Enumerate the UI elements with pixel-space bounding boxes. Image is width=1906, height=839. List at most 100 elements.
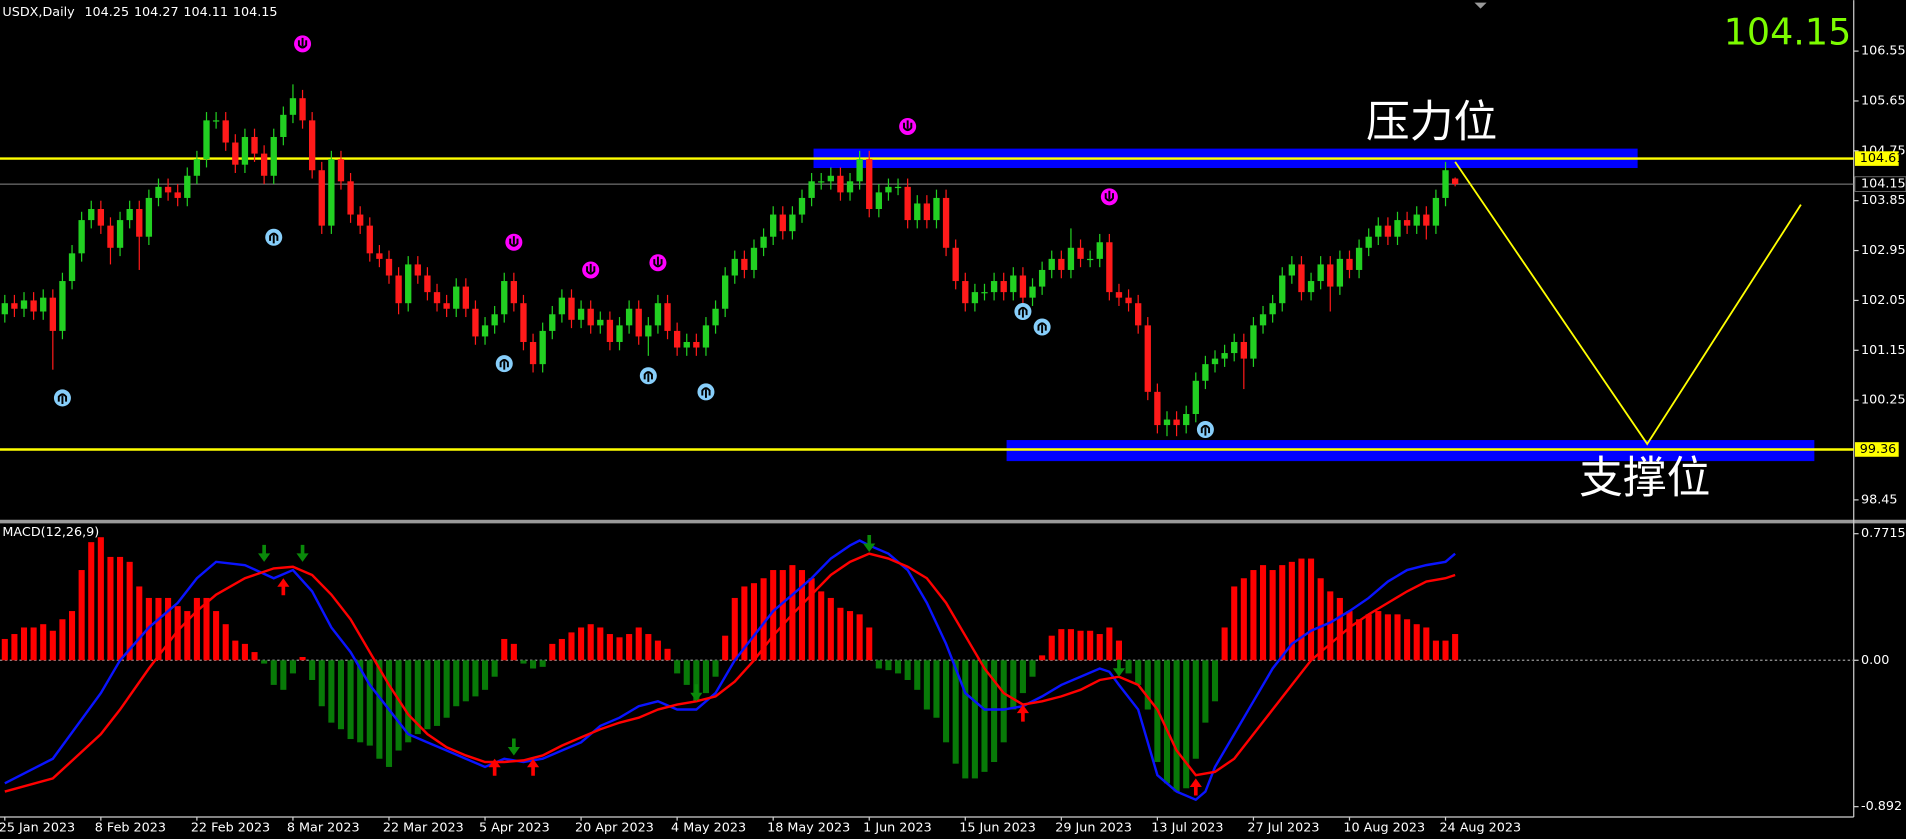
x-tick-label: 8 Mar 2023 (287, 820, 360, 835)
candle-body (722, 275, 729, 309)
candle-body (1221, 353, 1228, 359)
candle-body (366, 225, 373, 254)
histogram-bar (49, 630, 56, 661)
histogram-bar (1298, 558, 1305, 661)
x-tick-label: 8 Feb 2023 (95, 820, 166, 835)
candle-body (789, 214, 796, 232)
histogram-bar (578, 627, 585, 661)
histogram-bar (433, 660, 441, 726)
zone-label: 支撑位 (1579, 453, 1710, 504)
candle-body (1125, 297, 1132, 304)
histogram-bar (424, 660, 431, 730)
candle-body (68, 253, 76, 282)
candle-body (20, 300, 28, 309)
cross-arrow-up (1016, 704, 1029, 722)
candle-body (501, 281, 508, 315)
candle-body (933, 197, 940, 221)
histogram-bar (136, 586, 143, 661)
histogram-bar (702, 660, 709, 694)
y-tick-label: 0.00 (1861, 653, 1889, 668)
fractal-glyph (1200, 424, 1211, 436)
candle-body (1, 303, 8, 315)
candle-body (520, 303, 527, 342)
candle-body (597, 319, 604, 326)
cross-arrow-up (277, 578, 290, 596)
candle-body (203, 120, 210, 160)
candle-body (1000, 281, 1007, 293)
histogram-bar (328, 660, 335, 723)
histogram-bar (1087, 630, 1094, 661)
histogram-bar (1327, 591, 1334, 661)
candle-body (712, 308, 719, 326)
histogram-bar (251, 652, 258, 661)
histogram-bar (664, 648, 671, 661)
candle-body (40, 297, 47, 312)
histogram-bar (11, 634, 18, 661)
candle-body (1202, 364, 1209, 381)
y-tick-label: 106.55 (1861, 44, 1906, 59)
candle-body (212, 120, 220, 122)
histogram-bar (731, 597, 738, 661)
histogram-bar (1375, 611, 1382, 661)
candle-body (30, 300, 37, 312)
candle-body (1240, 341, 1247, 359)
histogram-bar (914, 660, 921, 690)
histogram-bar (597, 627, 604, 661)
level-label: 99.36 (1860, 442, 1897, 457)
histogram-bar (1269, 570, 1276, 661)
histogram-bar (289, 660, 296, 674)
candle-body (1077, 247, 1084, 259)
candle-body (558, 297, 566, 315)
candle-body (1019, 275, 1027, 298)
candle-body (549, 314, 556, 331)
candle-body (1375, 225, 1382, 237)
candle-body (59, 281, 66, 331)
candle-body (654, 303, 662, 326)
histogram-bar (1077, 630, 1084, 661)
y-tick-label: 105.65 (1861, 93, 1906, 108)
histogram-bar (366, 660, 373, 746)
scroll-marker (1474, 2, 1487, 9)
histogram-bar (309, 660, 316, 680)
histogram-bar (741, 586, 748, 661)
histogram-bar (693, 660, 700, 702)
candle-body (1298, 264, 1305, 293)
candle-body (1038, 269, 1046, 287)
x-tick-label: 25 Jan 2023 (0, 820, 75, 835)
candle-body (760, 236, 767, 248)
histogram-bar (222, 624, 229, 661)
candle-body (1327, 264, 1334, 287)
histogram-bar (933, 660, 940, 718)
cross-arrow-up (488, 758, 501, 776)
x-tick-label: 1 Jun 2023 (863, 820, 932, 835)
candle-body (904, 186, 911, 221)
candle-body (11, 303, 18, 309)
histogram-bar (568, 632, 575, 661)
histogram-bar (1000, 660, 1007, 743)
fractal-glyph (643, 371, 653, 382)
histogram-bar (232, 640, 239, 661)
fractal-glyph (701, 387, 711, 398)
histogram-bar (270, 660, 277, 685)
candle-body (318, 170, 325, 226)
candle-body (1451, 178, 1459, 185)
candle-body (193, 159, 201, 176)
fractal-glyph (586, 263, 596, 275)
signal-line (4, 552, 1456, 793)
candle-body (270, 136, 277, 176)
candle-body (1173, 419, 1180, 426)
candle-body (635, 308, 642, 337)
candle-body (260, 153, 268, 176)
candle-body (837, 175, 844, 193)
candle-body (1442, 170, 1449, 198)
candle-body (232, 142, 239, 165)
histogram-bar (443, 660, 450, 718)
histogram-bar (88, 542, 95, 661)
fractal-glyph (499, 358, 509, 370)
candle-body (625, 308, 633, 326)
histogram-bar (798, 570, 806, 661)
fractal-glyph (57, 393, 68, 405)
candle-body (405, 264, 412, 304)
symbol-title: USDX,Daily (2, 5, 75, 20)
x-tick-label: 5 Apr 2023 (479, 820, 550, 835)
